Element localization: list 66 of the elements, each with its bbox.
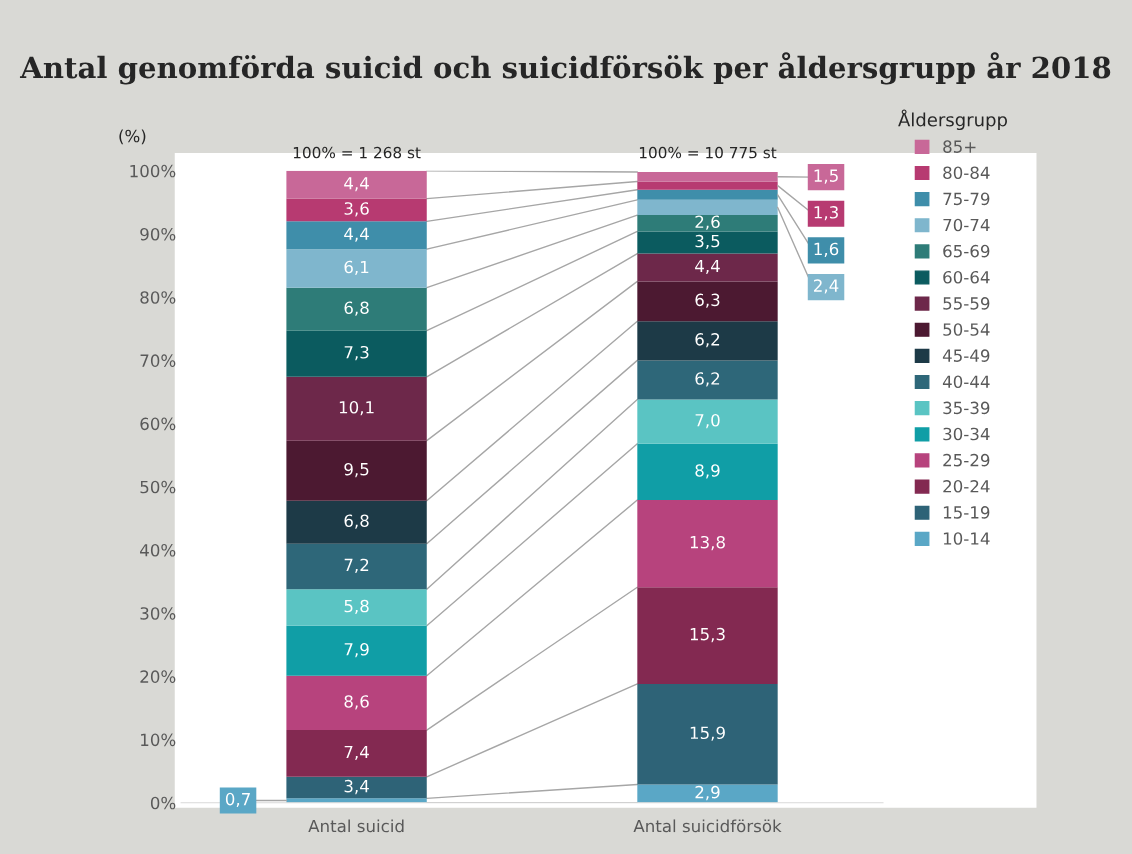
data-label: 4,4	[344, 177, 369, 192]
legend-label: 20-24	[943, 479, 990, 493]
legend-label: 25-29	[943, 453, 990, 467]
data-label: 2,4	[814, 279, 839, 294]
data-label: 6,2	[695, 372, 720, 387]
data-label: 13,8	[690, 535, 725, 551]
legend-label: 60-64	[943, 270, 990, 284]
x-tick-label: Antal suicidförsök	[633, 819, 782, 833]
legend-label: 45-49	[942, 349, 990, 362]
y-tick-label: 0%	[150, 796, 176, 810]
data-label: 1,3	[814, 206, 838, 221]
data-label: 9,5	[344, 462, 369, 478]
y-tick-label: 70%	[140, 354, 176, 367]
y-tick-label: 50%	[140, 480, 176, 494]
legend-label: 55-59	[943, 297, 990, 310]
y-tick-label: 100%	[130, 164, 176, 178]
data-label: 8,6	[344, 695, 369, 710]
data-label: 8,9	[695, 464, 720, 479]
legend-label: 10-14	[943, 532, 990, 545]
legend-label: 30-34	[943, 427, 990, 441]
data-label: 7,3	[344, 345, 369, 361]
data-label: 2,6	[695, 215, 720, 230]
data-label: 2,9	[695, 785, 720, 801]
legend-label: 35-39	[943, 401, 990, 415]
legend-label: 65-69	[943, 244, 990, 258]
y-tick-label: 10%	[141, 733, 176, 747]
data-label: 7,2	[344, 558, 369, 573]
y-axis-title: (%)	[119, 129, 146, 145]
data-label: 10,1	[339, 400, 374, 416]
data-label: 5,8	[344, 599, 369, 615]
legend-label: 85+	[943, 140, 976, 153]
y-tick-label: 40%	[140, 543, 176, 557]
data-label: 1,6	[814, 242, 839, 257]
y-tick-label: 60%	[140, 417, 176, 431]
chart-title: Antal genomförda suicid och suicidförsök per åldersgrupp år 2018	[19, 52, 1111, 85]
data-label: 6,3	[695, 293, 720, 308]
data-label: 0,7	[225, 792, 250, 808]
legend-label: 70-74	[943, 218, 990, 232]
data-label: 4,4	[695, 259, 720, 275]
data-label: 4,4	[344, 227, 369, 242]
data-label: 7,4	[344, 745, 369, 760]
data-label: 6,8	[344, 514, 369, 529]
annotation: 100% = 10 775 st	[639, 146, 777, 159]
y-tick-label: 30%	[140, 607, 176, 620]
data-label: 15,3	[690, 627, 725, 643]
y-tick-label: 80%	[140, 291, 176, 304]
data-label: 15,9	[690, 726, 725, 741]
legend-title: Åldersgrupp	[898, 109, 1007, 131]
data-label: 3,4	[344, 779, 369, 795]
data-label: 1,5	[814, 169, 838, 184]
data-label: 7,9	[344, 643, 369, 658]
y-tick-label: 90%	[140, 227, 176, 241]
data-label: 6,2	[695, 333, 720, 348]
y-tick-label: 20%	[140, 670, 176, 683]
legend-label: 80-84	[943, 166, 990, 180]
data-label: 7,0	[695, 413, 720, 429]
data-label: 6,8	[344, 301, 369, 316]
data-label: 3,5	[695, 234, 720, 250]
legend-label: 50-54	[943, 323, 990, 336]
legend-label: 15-19	[943, 506, 990, 519]
x-tick-label: Antal suicid	[308, 819, 404, 833]
data-label: 3,6	[344, 202, 369, 217]
legend-label: 40-44	[942, 375, 990, 389]
data-label: 6,1	[344, 260, 369, 275]
annotation: 100% = 1 268 st	[293, 146, 421, 159]
legend-label: 75-79	[943, 192, 990, 206]
